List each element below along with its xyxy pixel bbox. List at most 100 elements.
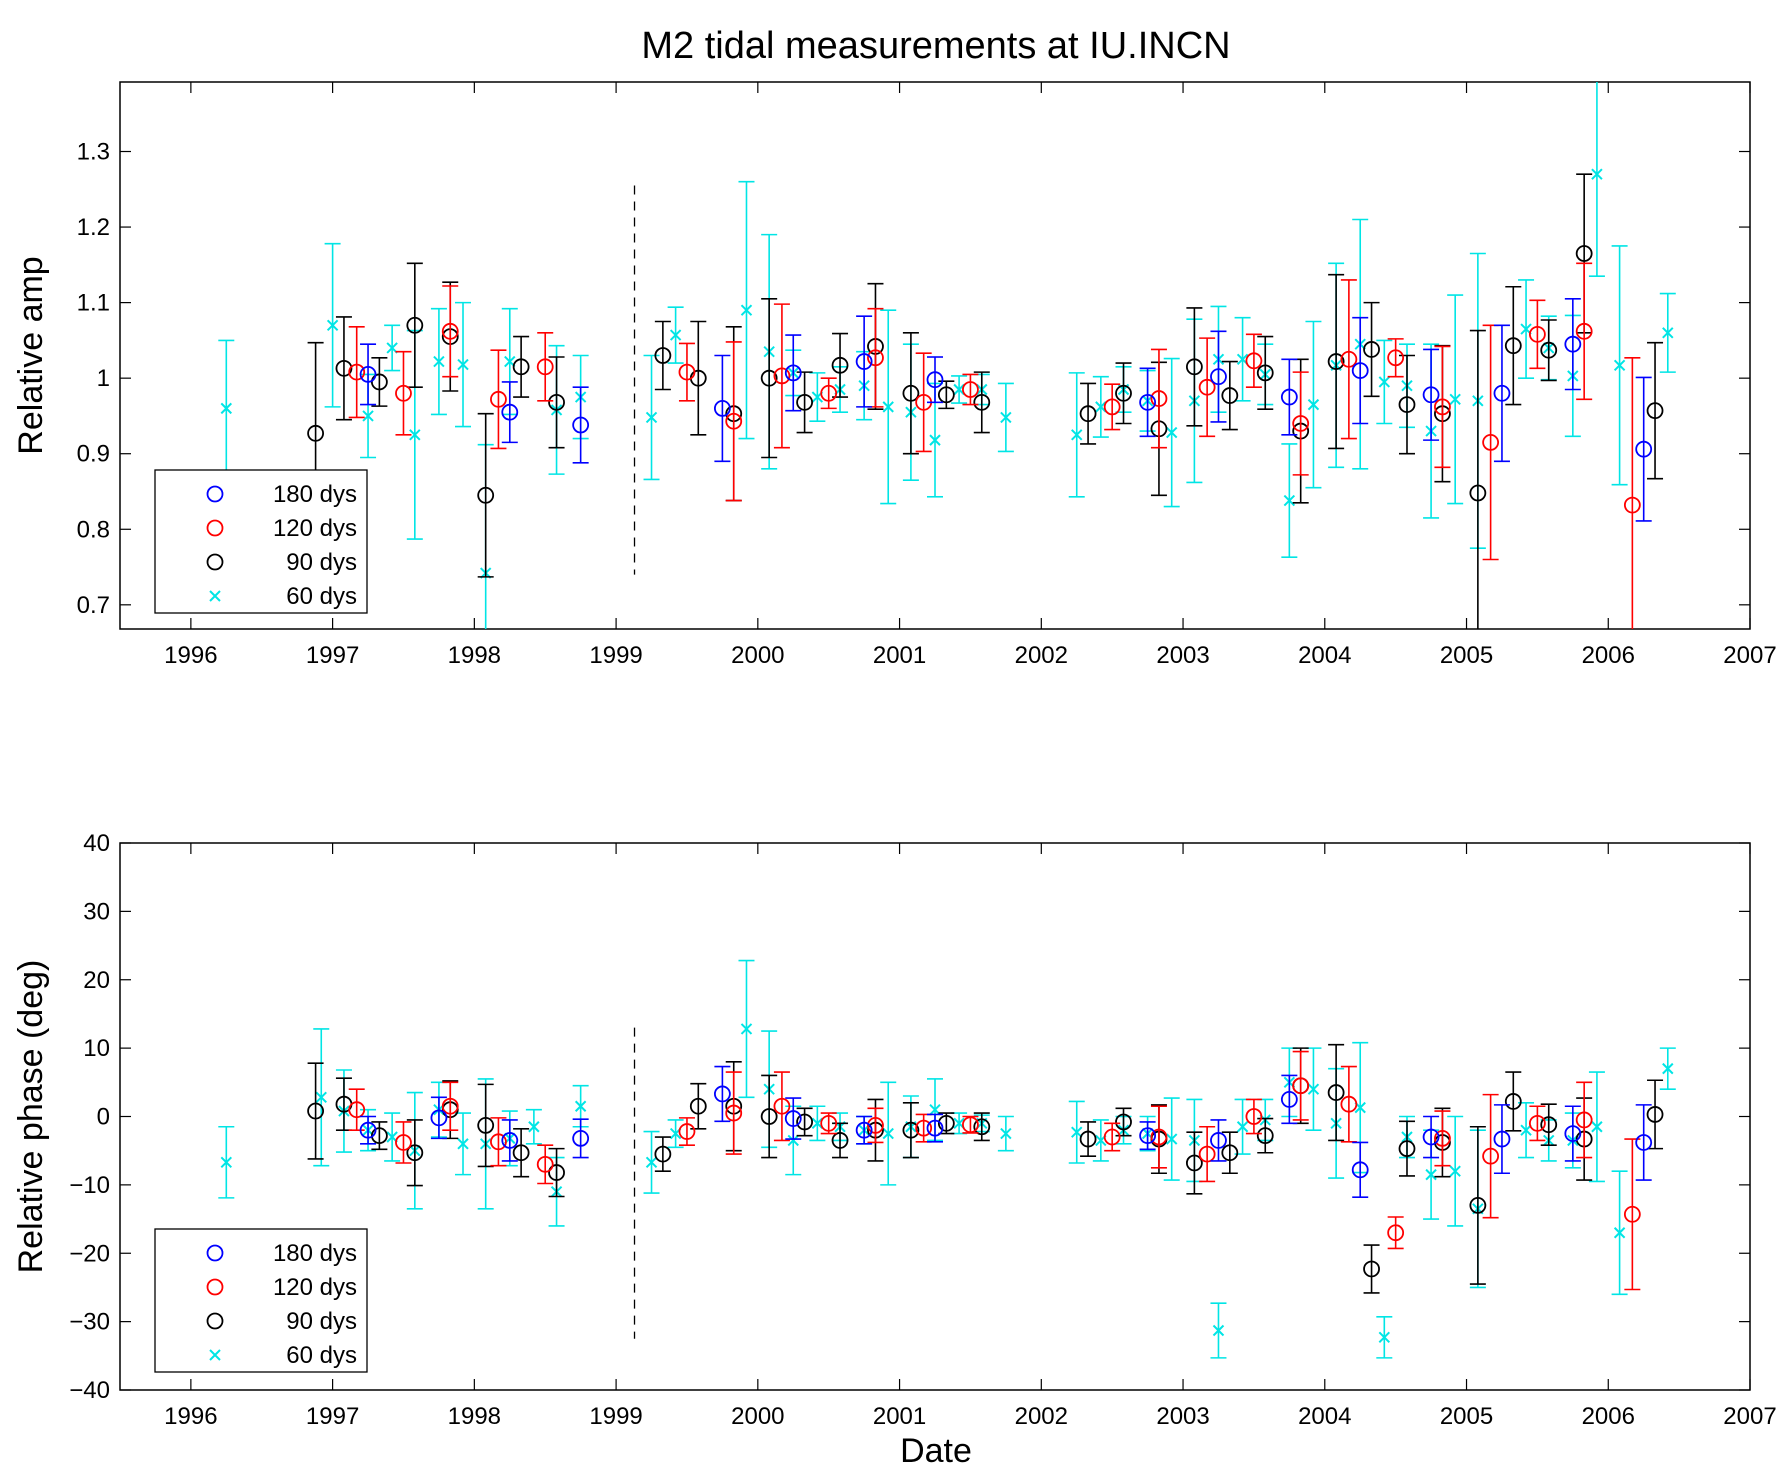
circle-marker bbox=[370, 373, 388, 391]
data-point bbox=[548, 356, 565, 449]
circle-marker bbox=[820, 1114, 838, 1132]
data-point bbox=[1518, 279, 1535, 379]
data-point bbox=[1469, 329, 1487, 629]
data-point bbox=[1150, 348, 1168, 449]
x-tick-label: 2002 bbox=[1015, 642, 1068, 669]
circle-marker bbox=[1434, 398, 1451, 416]
circle-marker bbox=[1482, 1147, 1500, 1165]
data-point bbox=[831, 332, 849, 398]
data-point bbox=[1221, 360, 1239, 431]
x-marker bbox=[1378, 1331, 1391, 1344]
data-point bbox=[1139, 367, 1157, 438]
data-point bbox=[455, 1112, 472, 1176]
circle-marker bbox=[725, 1104, 743, 1122]
circle-marker bbox=[689, 1097, 707, 1115]
data-point bbox=[490, 349, 507, 450]
legend-entry: 120 dys bbox=[206, 515, 357, 542]
circle-marker bbox=[441, 1097, 459, 1115]
data-point bbox=[406, 1119, 424, 1187]
circle-marker bbox=[1340, 1095, 1358, 1113]
data-point bbox=[667, 306, 684, 364]
data-point bbox=[1387, 338, 1405, 378]
data-point bbox=[1163, 357, 1180, 508]
data-point bbox=[760, 298, 778, 459]
data-point bbox=[1115, 362, 1132, 425]
x-marker bbox=[740, 1023, 753, 1035]
x-marker bbox=[1307, 398, 1320, 411]
data-point bbox=[784, 334, 802, 412]
data-point bbox=[1092, 375, 1109, 438]
data-point bbox=[1482, 1093, 1500, 1219]
x-marker bbox=[1165, 426, 1178, 439]
data-point bbox=[1340, 279, 1358, 440]
circle-marker bbox=[713, 399, 731, 417]
data-point bbox=[880, 309, 897, 505]
y-tick-label: 20 bbox=[83, 967, 110, 994]
data-point bbox=[430, 1096, 448, 1140]
legend-entry: 60 dys bbox=[209, 1342, 357, 1369]
circle-marker bbox=[1387, 349, 1405, 367]
data-point bbox=[796, 371, 813, 434]
legend-label: 90 dys bbox=[286, 1308, 357, 1335]
x-marker bbox=[1613, 359, 1626, 372]
data-point bbox=[643, 354, 660, 481]
data-point bbox=[477, 412, 495, 578]
legend-label: 60 dys bbox=[286, 1342, 357, 1369]
series-180-dys bbox=[359, 1065, 1653, 1198]
x-marker bbox=[669, 329, 682, 341]
data-point bbox=[820, 1112, 838, 1135]
x-tick-label: 1998 bbox=[448, 1403, 501, 1430]
circle-marker bbox=[1635, 1134, 1653, 1151]
circle-marker bbox=[1575, 322, 1593, 340]
circle-marker bbox=[572, 416, 590, 434]
x-tick-label: 1996 bbox=[164, 642, 217, 669]
data-point bbox=[962, 373, 979, 406]
circle-marker bbox=[1623, 1205, 1641, 1223]
circle-marker bbox=[307, 424, 325, 442]
circle-marker bbox=[395, 384, 412, 402]
x-marker bbox=[1662, 1062, 1674, 1075]
circle-marker bbox=[572, 1129, 590, 1147]
x-marker bbox=[528, 1121, 540, 1133]
circle-marker bbox=[1646, 402, 1664, 420]
data-point bbox=[1422, 348, 1440, 441]
legend-x-marker bbox=[209, 590, 221, 602]
data-point bbox=[572, 1118, 590, 1159]
circle-marker bbox=[1351, 1161, 1369, 1179]
data-point bbox=[820, 377, 838, 410]
circle-marker bbox=[1198, 378, 1216, 396]
data-point bbox=[1611, 245, 1628, 486]
circle-marker bbox=[1469, 484, 1487, 502]
circle-marker bbox=[773, 1097, 791, 1115]
legend-circle-marker bbox=[206, 519, 224, 537]
x-tick-label: 2004 bbox=[1298, 642, 1351, 669]
circle-marker bbox=[867, 349, 884, 367]
data-point bbox=[1292, 1050, 1310, 1121]
legend-circle-marker bbox=[206, 553, 224, 571]
x-marker bbox=[433, 355, 445, 368]
data-point bbox=[1540, 1103, 1558, 1147]
data-point bbox=[1493, 324, 1511, 463]
data-point bbox=[1528, 299, 1546, 370]
circle-marker bbox=[1280, 388, 1298, 406]
x-marker bbox=[220, 1156, 233, 1169]
x-marker bbox=[1378, 376, 1391, 388]
circle-marker bbox=[1646, 1106, 1664, 1123]
data-point bbox=[218, 1125, 235, 1199]
x-marker bbox=[1283, 494, 1296, 507]
data-point bbox=[1575, 1081, 1593, 1159]
x-tick-label: 1999 bbox=[589, 642, 642, 669]
circle-marker bbox=[548, 393, 565, 411]
legend: 180 dys 120 dys 90 dys 60 dys bbox=[154, 1228, 368, 1373]
data-point bbox=[1327, 1043, 1345, 1142]
circle-marker bbox=[1528, 325, 1546, 343]
data-point bbox=[867, 307, 884, 408]
data-point bbox=[1103, 1122, 1121, 1152]
circle-marker bbox=[477, 1116, 495, 1134]
x-tick-label: 2003 bbox=[1156, 642, 1209, 669]
x-marker bbox=[362, 410, 374, 422]
legend: 180 dys 120 dys 90 dys 60 dys bbox=[154, 469, 368, 614]
circle-marker bbox=[1540, 1116, 1558, 1134]
phase-panel: 1996 1997 1998 1999 2000 2001 2002 2003 2004 2005… bbox=[12, 830, 1777, 1430]
